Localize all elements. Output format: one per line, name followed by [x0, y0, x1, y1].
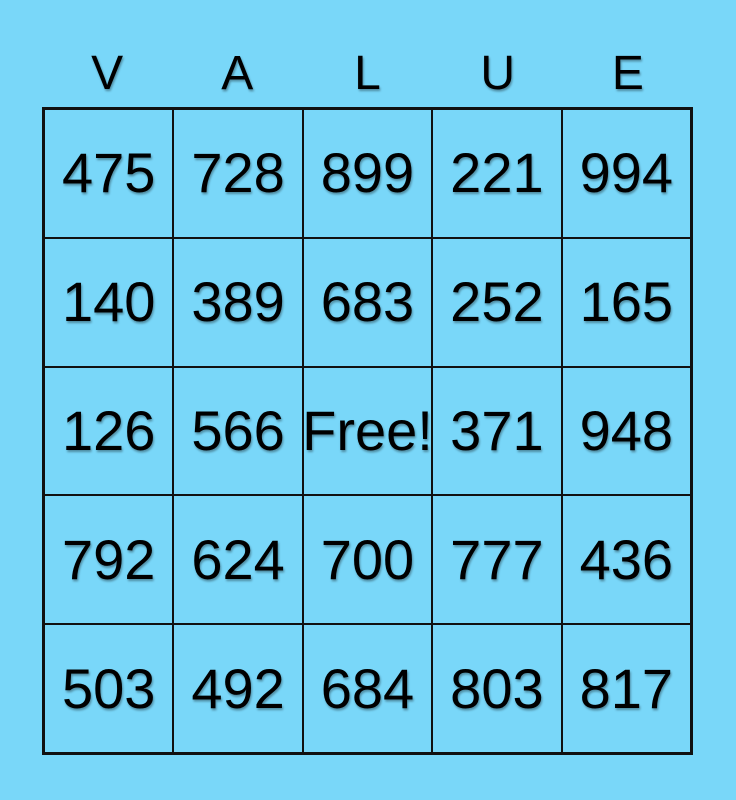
bingo-cell-r3c2[interactable]: 566 — [173, 366, 303, 496]
bingo-cell-r3c1[interactable]: 126 — [44, 366, 174, 496]
bingo-cell-r2c2[interactable]: 389 — [173, 237, 303, 367]
bingo-cell-r5c4[interactable]: 803 — [432, 624, 562, 753]
bingo-cell-r2c1[interactable]: 140 — [44, 237, 174, 367]
bingo-cell-r3c4[interactable]: 371 — [432, 366, 562, 496]
bingo-cell-r1c5[interactable]: 994 — [561, 109, 691, 238]
bingo-cell-r1c4[interactable]: 221 — [432, 109, 562, 238]
title-letter-v: V — [91, 47, 124, 100]
bingo-cell-r4c3[interactable]: 700 — [302, 495, 433, 625]
bingo-cell-r5c3[interactable]: 684 — [302, 624, 433, 753]
bingo-cell-r2c5[interactable]: 165 — [561, 237, 691, 367]
bingo-cell-r5c2[interactable]: 492 — [173, 624, 303, 753]
bingo-cell-r4c2[interactable]: 624 — [173, 495, 303, 625]
title-letter-u: U — [480, 47, 515, 100]
card-title: V A L U E — [42, 0, 693, 107]
title-letter-a: A — [221, 47, 254, 100]
title-letter-e: E — [611, 47, 644, 100]
bingo-cell-r2c4[interactable]: 252 — [432, 237, 562, 367]
bingo-grid: 475 728 899 221 994 140 389 683 252 165 … — [42, 107, 693, 755]
bingo-cell-r1c2[interactable]: 728 — [173, 109, 303, 238]
bingo-cell-r1c3[interactable]: 899 — [302, 109, 433, 238]
free-cell[interactable]: Free! — [302, 366, 433, 496]
bingo-cell-r5c1[interactable]: 503 — [44, 624, 174, 753]
bingo-cell-r3c5[interactable]: 948 — [561, 366, 691, 496]
bingo-cell-r4c4[interactable]: 777 — [432, 495, 562, 625]
bingo-cell-r4c1[interactable]: 792 — [44, 495, 174, 625]
bingo-cell-r1c1[interactable]: 475 — [44, 109, 174, 238]
bingo-cell-r2c3[interactable]: 683 — [302, 237, 433, 367]
bingo-cell-r5c5[interactable]: 817 — [561, 624, 691, 753]
bingo-cell-r4c5[interactable]: 436 — [561, 495, 691, 625]
title-letter-l: L — [354, 47, 381, 100]
